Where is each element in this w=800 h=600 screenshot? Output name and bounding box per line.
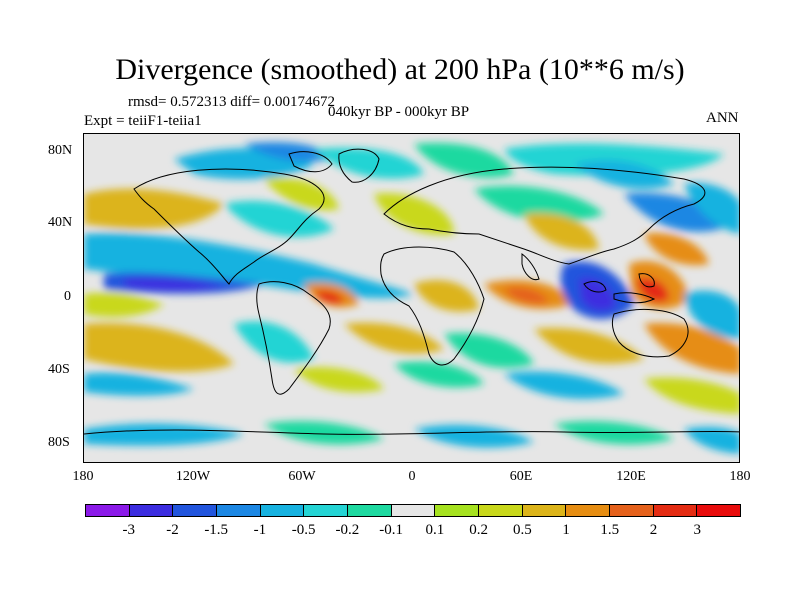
lon-tick-60e: 60E (509, 469, 533, 484)
map-field (84, 134, 739, 462)
colorbar-label: 3 (693, 522, 702, 538)
divergence-map (83, 133, 740, 463)
colorbar-segment (129, 505, 174, 516)
colorbar-label: 1.5 (600, 522, 620, 538)
colorbar (85, 504, 741, 517)
colorbar-segment (435, 505, 480, 516)
lon-tick-0: 0 (408, 469, 416, 484)
experiment-label: Expt = teiiF1-teiia1 (84, 113, 202, 129)
lat-tick-40n: 40N (48, 215, 73, 230)
colorbar-segment (697, 505, 741, 516)
lat-tick-40s: 40S (48, 362, 70, 377)
colorbar-segment (173, 505, 218, 516)
colorbar-segment (479, 505, 523, 516)
colorbar-label: -1 (253, 522, 267, 538)
season-label: ANN (706, 110, 739, 126)
colorbar-segment (260, 505, 305, 516)
colorbar-segment (566, 505, 611, 516)
colorbar-label: -0.2 (335, 522, 360, 538)
colorbar-label: -2 (166, 522, 179, 538)
lon-tick-180e: 180 (729, 469, 751, 484)
colorbar-label: -0.1 (379, 522, 403, 538)
stats-text: rmsd= 0.572313 diff= 0.00174672 (128, 94, 336, 110)
colorbar-label: -0.5 (291, 522, 316, 538)
colorbar-label: -1.5 (204, 522, 229, 538)
lon-tick-120w: 120W (175, 469, 211, 484)
colorbar-segment (86, 505, 130, 516)
colorbar-segment (217, 505, 261, 516)
colorbar-segment (391, 505, 436, 516)
colorbar-segment (348, 505, 392, 516)
plot-title: Divergence (smoothed) at 200 hPa (10**6 … (115, 53, 685, 86)
lat-tick-80s: 80S (48, 435, 70, 450)
colorbar-label: 2 (649, 522, 658, 538)
lon-tick-180w: 180 (72, 469, 94, 484)
colorbar-segment (610, 505, 654, 516)
colorbar-label: 0.5 (512, 522, 532, 538)
lon-tick-120e: 120E (616, 469, 646, 484)
lon-tick-60w: 60W (288, 469, 316, 484)
colorbar-segment (653, 505, 698, 516)
coastlines (84, 148, 739, 435)
colorbar-label: -3 (122, 522, 135, 538)
colorbar-segment (522, 505, 567, 516)
lat-tick-80n: 80N (48, 143, 73, 158)
colorbar-label: 0.2 (469, 522, 488, 538)
period-label: 040kyr BP - 000kyr BP (328, 104, 470, 120)
colorbar-label: 1 (562, 522, 570, 538)
colorbar-label: 0.1 (425, 522, 445, 538)
colorbar-segment (304, 505, 349, 516)
lat-tick-0: 0 (64, 289, 71, 304)
